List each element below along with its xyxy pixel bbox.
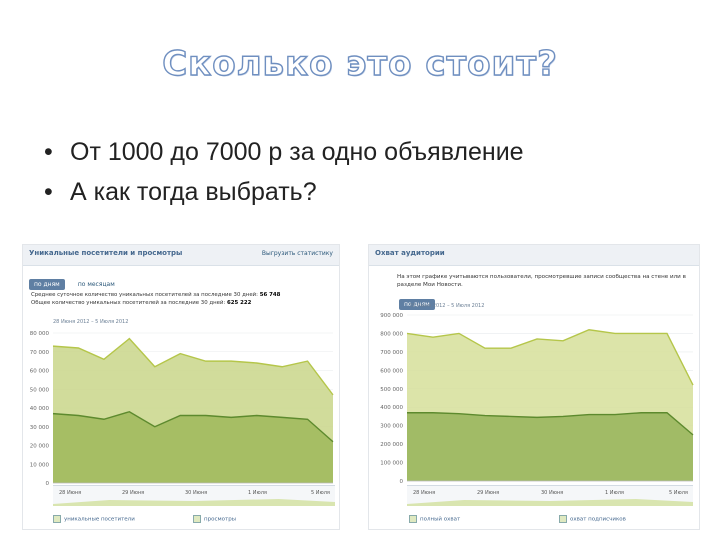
series-area [407, 412, 693, 481]
navigator-date-label: 30 Июня [185, 490, 207, 496]
audience-reach-screenshot: Охват аудитории На этом графике учитываю… [368, 244, 700, 530]
navigator-date-label: 29 Июня [122, 490, 144, 496]
checkbox-icon[interactable] [193, 515, 201, 523]
unique-visitors-screenshot: Уникальные посетители и просмотры Выгруз… [22, 244, 340, 530]
avg-visitors-label: Среднее суточное количество уникальных п… [31, 292, 258, 298]
y-tick-label: 50 000 [30, 387, 50, 393]
y-tick-label: 200 000 [380, 442, 403, 448]
reach-header-title: Охват аудитории [375, 249, 445, 257]
avg-visitors-value: 56 748 [259, 292, 281, 298]
navigator-date-label: 28 Июня [413, 490, 435, 496]
reach-description: На этом графике учитываются пользователи… [397, 274, 686, 288]
period-tabs: по дням по месяцам [29, 271, 123, 290]
y-tick-label: 100 000 [380, 461, 403, 467]
total-visitors-label: Общее количество уникальных посетителей … [31, 300, 226, 306]
navigator-date-label: 5 Июля [669, 490, 688, 496]
reach-chart: 0 100 000 200 000 300 000 400 000 500 000 600 … [380, 313, 694, 485]
y-tick-label: 80 000 [30, 331, 50, 337]
y-tick-label: 30 000 [30, 425, 50, 431]
series-line [407, 412, 694, 436]
slide-title: Сколько это стоит? [162, 43, 558, 84]
y-tick-label: 800 000 [380, 331, 403, 337]
y-tick-label: 500 000 [380, 387, 403, 393]
navigator-area [407, 499, 693, 506]
reach-header: Охват аудитории [369, 245, 699, 266]
legend-views[interactable]: просмотры [193, 515, 236, 523]
bullet-list: От 1000 до 7000 р за одно объявление А к… [44, 132, 524, 212]
y-tick-label: 700 000 [380, 350, 403, 356]
navigator-labels: 28 Июня 29 Июня 30 Июня 1 Июля 5 Июля [53, 490, 335, 506]
checkbox-icon[interactable] [53, 515, 61, 523]
y-tick-label: 20 000 [30, 444, 50, 450]
period-tabs: по дням [399, 291, 438, 310]
y-tick-label: 600 000 [380, 368, 403, 374]
legend-label: охват подписчиков [570, 516, 626, 523]
tab-by-days[interactable]: по дням [399, 299, 435, 310]
y-tick-label: 70 000 [30, 350, 50, 356]
y-tick-label: 400 000 [380, 405, 403, 411]
checkbox-icon[interactable] [409, 515, 417, 523]
legend-subscribers-reach[interactable]: охват подписчиков [559, 515, 626, 523]
y-tick-label: 0 [400, 479, 404, 485]
y-tick-label: 40 000 [30, 406, 50, 412]
export-stats-link[interactable]: Выгрузить статистику [261, 250, 333, 257]
y-tick-label: 60 000 [30, 369, 50, 375]
tab-by-months[interactable]: по месяцам [77, 281, 115, 288]
date-range: 28 Июня 2012 – 5 Июля 2012 [53, 319, 129, 325]
navigator-date-label: 29 Июня [477, 490, 499, 496]
series-line [52, 410, 334, 443]
total-visitors-value: 625 222 [226, 300, 252, 306]
navigator-date-label: 1 Июля [605, 490, 624, 496]
series-area [53, 411, 333, 483]
navigator-date-label: 5 Июля [311, 490, 330, 496]
navigator-area [53, 499, 335, 506]
chart-navigator[interactable]: 28 Июня 29 Июня 30 Июня 1 Июля 5 Июля [407, 485, 693, 506]
series-line [52, 337, 334, 396]
checkbox-icon[interactable] [559, 515, 567, 523]
legend-label: уникальные посетители [64, 516, 135, 523]
bullet-item: От 1000 до 7000 р за одно объявление [44, 132, 524, 172]
legend-full-reach[interactable]: полный охват [409, 515, 460, 523]
tab-by-days[interactable]: по дням [29, 279, 65, 290]
stats-header-title: Уникальные посетители и просмотры [29, 249, 183, 257]
date-range: 28 Июня 2012 – 5 Июля 2012 [409, 303, 485, 309]
bullet-item: А как тогда выбрать? [44, 172, 524, 212]
navigator-date-label: 1 Июля [248, 490, 267, 496]
legend-visitors[interactable]: уникальные посетители [53, 515, 135, 523]
navigator-date-label: 30 Июня [541, 490, 563, 496]
stats-summary: Среднее суточное количество уникальных п… [31, 291, 280, 307]
legend-label: полный охват [420, 516, 461, 523]
series-line [406, 329, 694, 386]
legend-label: просмотры [204, 516, 237, 523]
y-tick-label: 900 000 [380, 313, 403, 319]
navigator-labels: 28 Июня 29 Июня 30 Июня 1 Июля 5 Июля [407, 490, 693, 506]
stats-header: Уникальные посетители и просмотры Выгруз… [23, 245, 339, 266]
visitors-chart: 0 10 000 20 000 30 000 40 000 50 000 60 000 70 … [30, 331, 334, 487]
y-tick-label: 10 000 [30, 462, 50, 468]
y-tick-label: 300 000 [380, 424, 403, 430]
y-tick-label: 0 [46, 481, 50, 487]
chart-navigator[interactable]: 28 Июня 29 Июня 30 Июня 1 Июля 5 Июля [53, 485, 335, 506]
navigator-date-label: 28 Июня [59, 490, 81, 496]
